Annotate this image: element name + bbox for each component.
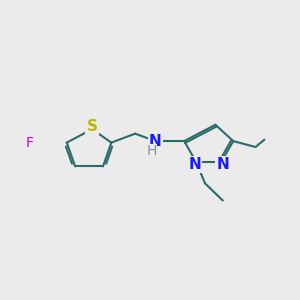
Text: S: S: [86, 119, 98, 134]
Text: F: F: [26, 136, 34, 150]
Text: N: N: [149, 134, 162, 148]
Text: N: N: [216, 157, 229, 172]
Text: H: H: [146, 145, 157, 158]
Text: N: N: [188, 157, 201, 172]
